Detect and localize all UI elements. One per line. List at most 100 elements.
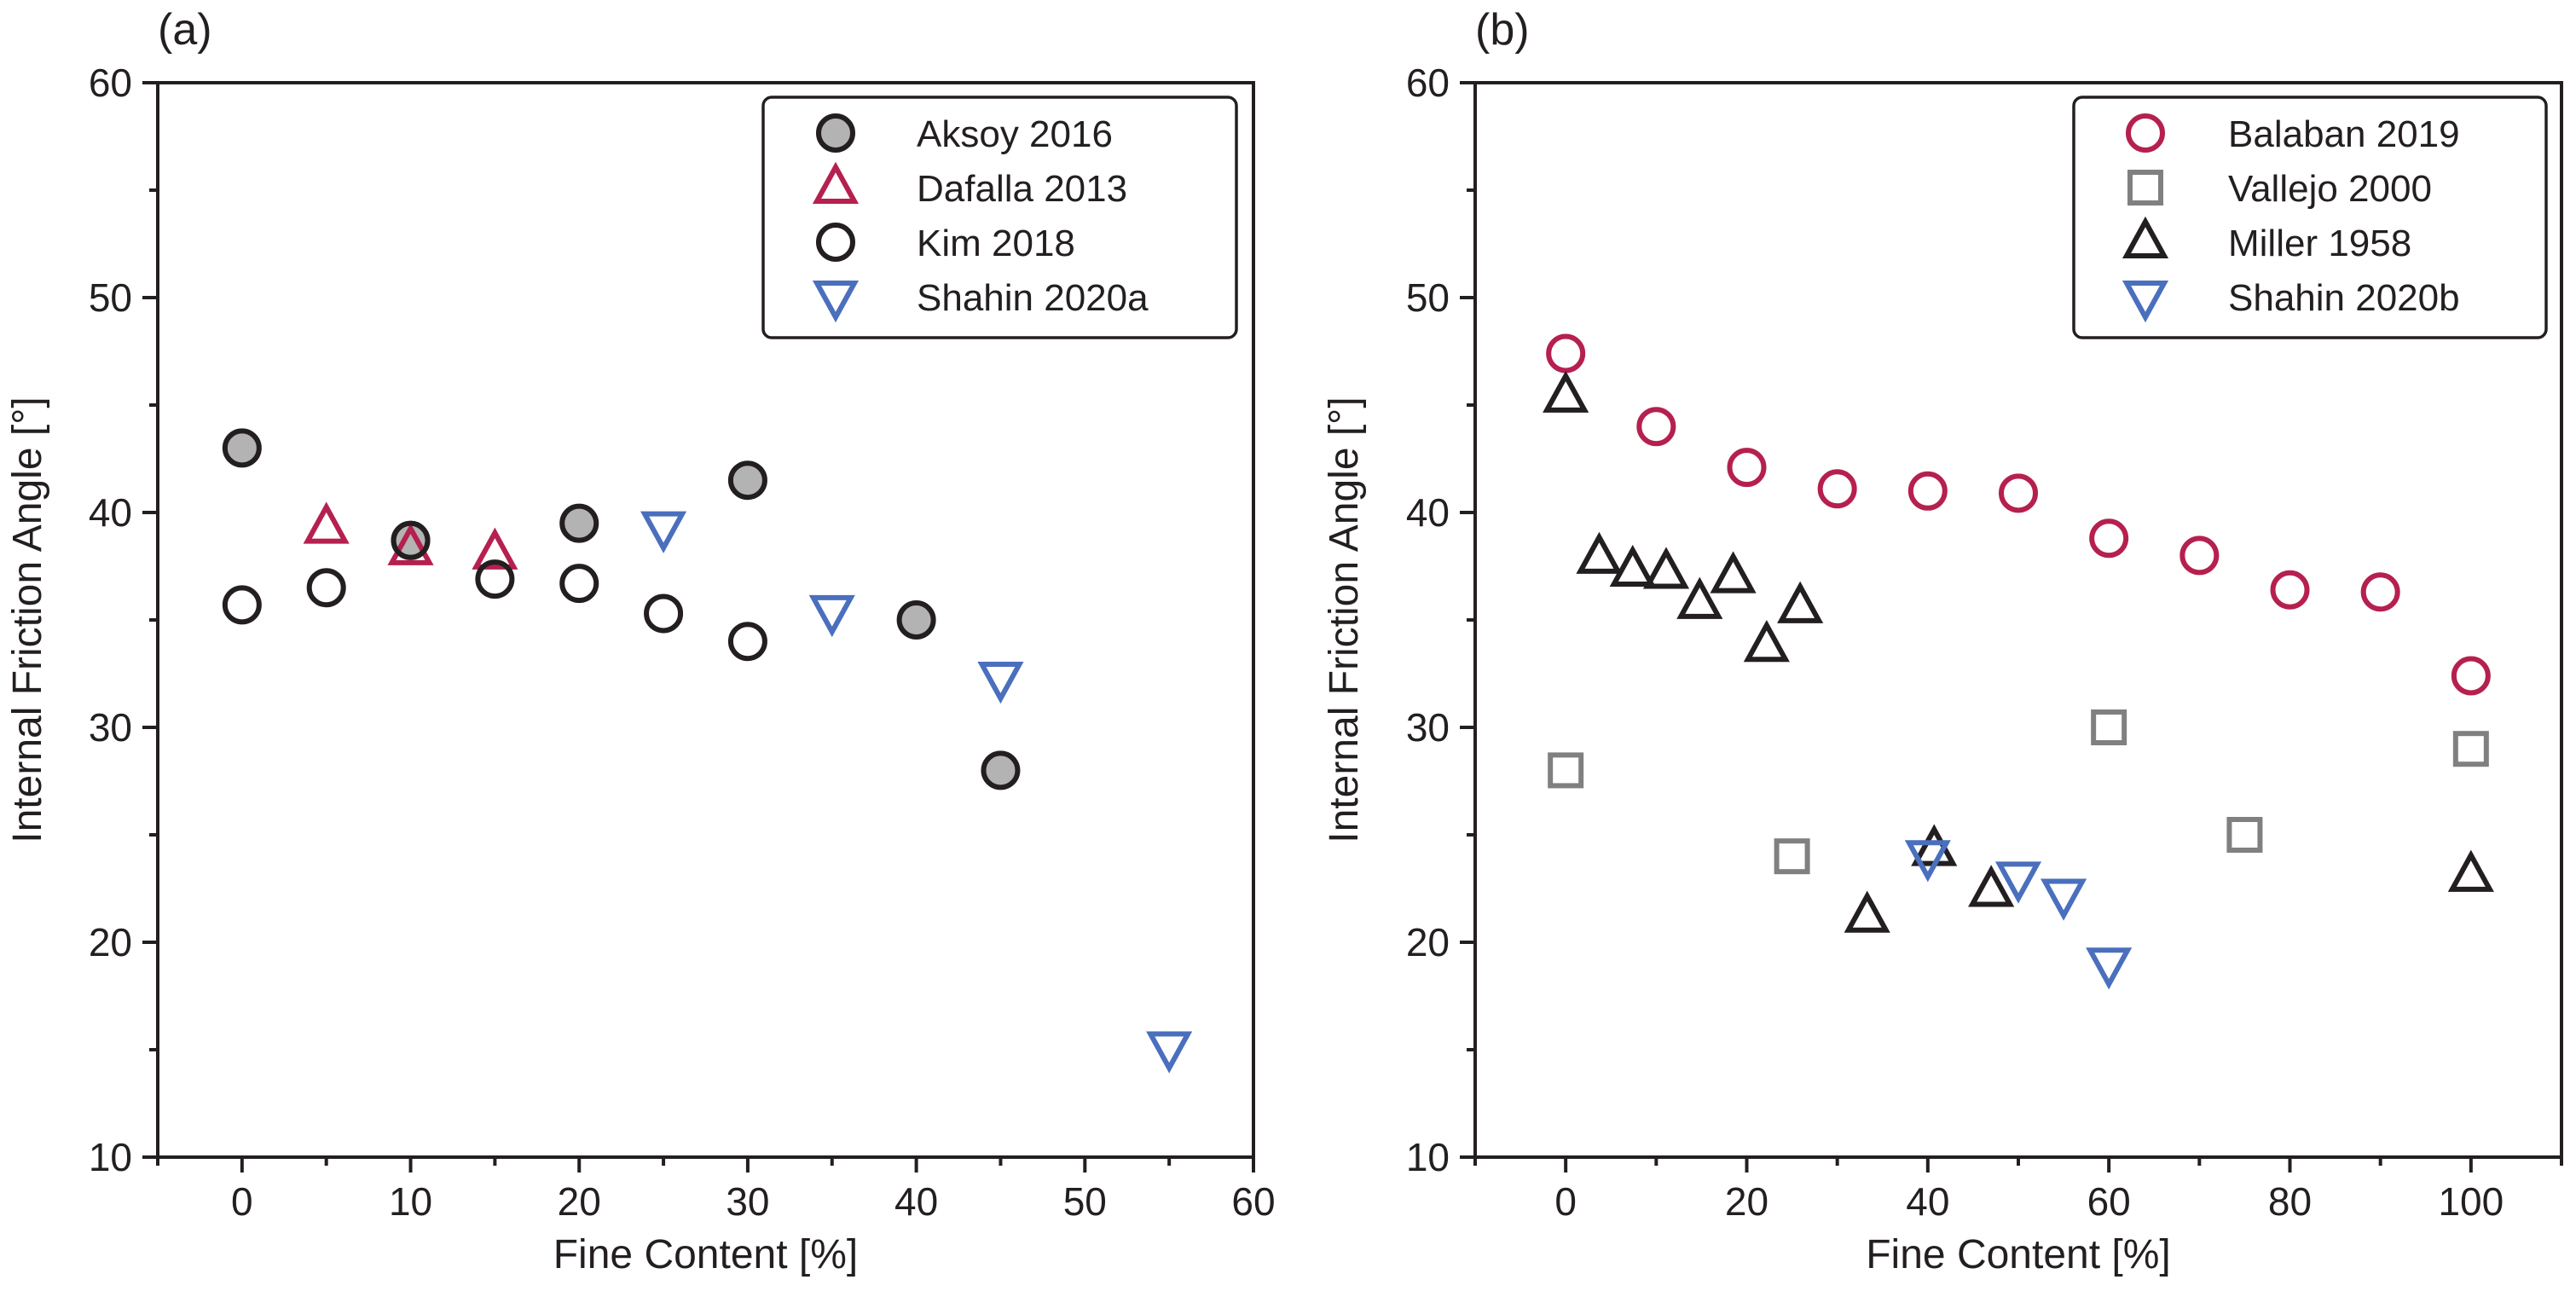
y-tick-label: 30: [89, 705, 132, 750]
data-point: [644, 593, 684, 634]
data-point: [391, 520, 431, 560]
x-tick-label: 0: [1554, 1179, 1577, 1224]
x-tick-label: 20: [1725, 1179, 1768, 1224]
y-axis-label: Internal Friction Angle [°]: [1322, 397, 1367, 842]
data-point: [472, 527, 518, 570]
legend-marker-kim-2018: [816, 223, 855, 262]
legend-label-aksoy-2016: Aksoy 2016: [917, 113, 1113, 155]
data-point: [2086, 947, 2133, 990]
data-point: [896, 600, 936, 640]
y-tick-label: 10: [1406, 1135, 1450, 1179]
panel-label: (b): [1475, 5, 1530, 55]
data-point: [1774, 838, 1810, 875]
data-point: [1576, 531, 1623, 574]
data-point: [1994, 861, 2042, 904]
data-point: [1710, 551, 1757, 593]
data-point: [2447, 849, 2494, 892]
data-point: [1546, 333, 1586, 373]
data-point: [977, 662, 1024, 704]
data-point: [559, 503, 599, 543]
y-tick-label: 50: [1406, 275, 1450, 320]
data-point: [2041, 878, 2087, 921]
data-point: [2451, 656, 2491, 696]
series-vallejo-2000: [1548, 709, 2489, 875]
data-point: [1548, 752, 1584, 789]
data-point: [1817, 469, 1857, 509]
data-point: [306, 568, 346, 608]
y-tick-label: 20: [89, 920, 132, 964]
data-point: [1777, 581, 1824, 623]
data-point: [1636, 407, 1676, 447]
x-tick-label: 40: [1906, 1179, 1949, 1224]
legend-label-vallejo-2000: Vallejo 2000: [2228, 168, 2432, 210]
legend-label-shahin-2020a: Shahin 2020a: [917, 277, 1149, 319]
x-tick-label: 30: [726, 1179, 769, 1224]
data-point: [1907, 471, 1948, 511]
series-kim-2018: [222, 520, 767, 662]
data-point: [981, 750, 1021, 790]
legend-label-miller-1958: Miller 1958: [2228, 223, 2411, 264]
x-tick-label: 40: [894, 1179, 938, 1224]
series-miller-1958: [1543, 370, 2494, 933]
data-point: [559, 564, 599, 604]
legend-marker-miller-1958: [2122, 216, 2169, 258]
legend-label-dafalla-2013: Dafalla 2013: [917, 168, 1127, 210]
y-tick-label: 10: [89, 1135, 132, 1179]
data-point: [808, 594, 855, 638]
data-point: [2179, 536, 2220, 576]
data-point: [727, 460, 767, 501]
data-point: [1146, 1031, 1193, 1074]
data-point: [1904, 840, 1951, 883]
data-point: [727, 622, 767, 662]
panel-label: (a): [158, 5, 212, 55]
data-point: [1543, 370, 1589, 413]
y-axis-label: Internal Friction Angle [°]: [5, 397, 50, 842]
legend-marker-vallejo-2000: [2127, 170, 2163, 206]
data-point: [387, 523, 434, 565]
data-point: [1609, 544, 1656, 588]
data-point: [2089, 518, 2129, 559]
data-point: [1844, 890, 1890, 933]
legend-marker-dafalla-2013: [812, 161, 860, 204]
data-point: [2270, 570, 2310, 610]
panel-b: (b) 0 20 40 60 80 100 10 20 30 40 50 60 Fine Content …: [1322, 5, 2563, 1277]
legend-box: [2072, 96, 2548, 339]
legend-label-kim-2018: Kim 2018: [917, 223, 1075, 264]
x-axis-label: Fine Content [%]: [1866, 1232, 2171, 1277]
legend-label-balaban-2019: Balaban 2019: [2228, 113, 2460, 155]
data-point: [1743, 620, 1790, 663]
x-tick-label: 60: [1231, 1179, 1275, 1224]
data-point: [1968, 865, 2015, 907]
data-point: [1727, 448, 1767, 488]
legend: Aksoy 2016 Dafalla 2013 Kim 2018 Shahin 202…: [761, 96, 1238, 339]
y-tick-label: 20: [1406, 920, 1450, 964]
series-shahin-2020a: [640, 511, 1193, 1074]
x-tick-label: 50: [1063, 1179, 1107, 1224]
legend-marker-shahin-2020b: [2122, 281, 2169, 323]
x-tick-label: 10: [389, 1179, 432, 1224]
data-point: [222, 428, 262, 468]
legend-box: [761, 96, 1238, 339]
legend-marker-balaban-2019: [2126, 113, 2165, 153]
data-point: [303, 501, 350, 544]
series-aksoy-2016: [222, 428, 1021, 790]
x-tick-label: 60: [2087, 1179, 2131, 1224]
series-shahin-2020b: [1904, 840, 2133, 990]
panel-a: (a) 0 10 20 30 40 50 60 10 20 30 40 50 60 Fine Content…: [5, 5, 1276, 1277]
x-tick-label: 20: [558, 1179, 601, 1224]
y-tick-label: 40: [1406, 490, 1450, 535]
x-axis-label: Fine Content [%]: [553, 1232, 859, 1277]
data-point: [1642, 547, 1690, 589]
series-balaban-2019: [1546, 333, 2491, 696]
y-tick-label: 40: [89, 490, 132, 535]
data-point: [2091, 709, 2127, 745]
data-point: [2452, 731, 2489, 767]
data-point: [640, 511, 687, 553]
series-dafalla-2013: [303, 501, 518, 570]
y-tick-label: 60: [89, 61, 132, 105]
data-point: [475, 559, 515, 599]
data-point: [222, 585, 262, 625]
y-tick-label: 60: [1406, 61, 1450, 105]
legend-label-shahin-2020b: Shahin 2020b: [2228, 277, 2460, 319]
